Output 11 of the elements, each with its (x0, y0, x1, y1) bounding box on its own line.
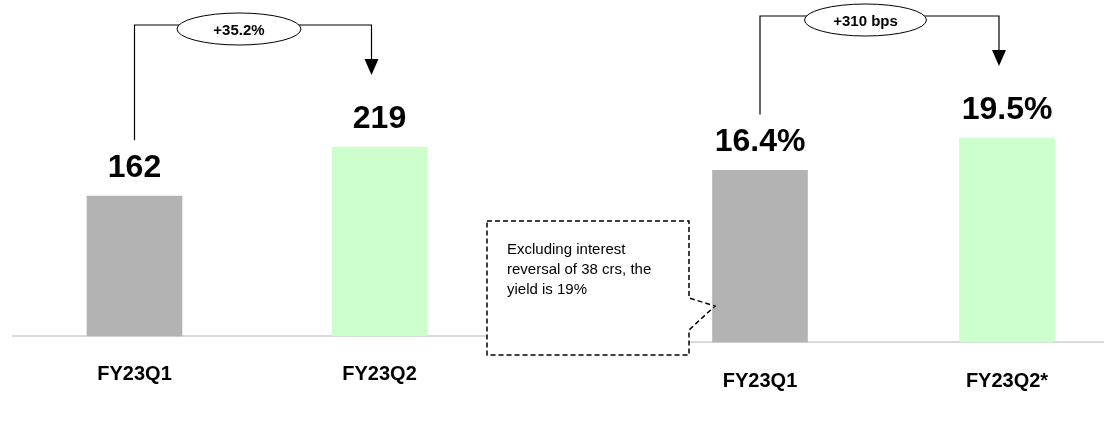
x-tick-label: FY23Q1 (97, 361, 172, 384)
text: +310 bps (833, 11, 898, 29)
data-label: 219 (352, 98, 407, 135)
x-tick-label: FY23Q1 (722, 368, 798, 391)
annotation: Excluding interest reversal of 38 crs, the yield is 19% (507, 239, 653, 299)
x-tick-label: FY23Q2 (342, 361, 417, 384)
data-label: 16.4% (714, 122, 806, 159)
data-label: 162 (107, 148, 162, 185)
data-label: 19.5% (961, 89, 1053, 126)
text: +35.2% (213, 20, 265, 38)
x-tick-label: FY23Q2* (965, 368, 1049, 391)
